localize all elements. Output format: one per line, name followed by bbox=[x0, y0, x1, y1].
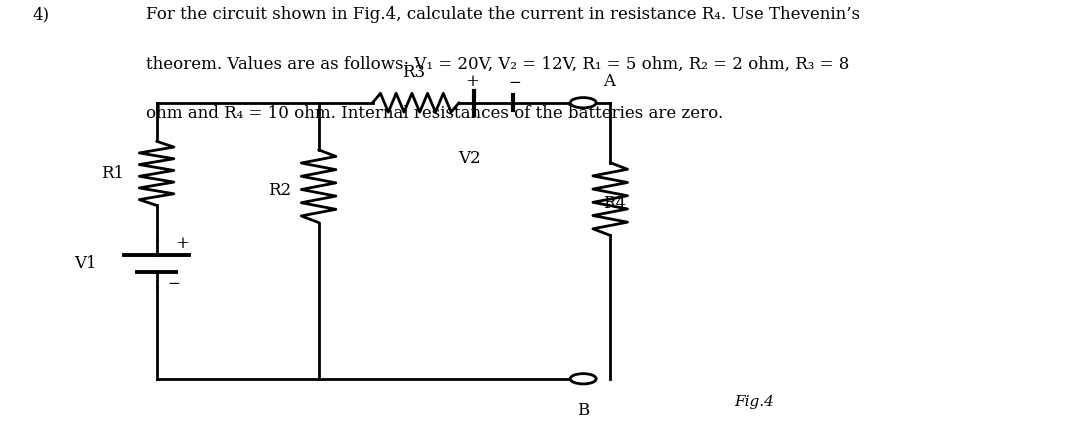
Text: −: − bbox=[509, 76, 522, 90]
Text: ohm and R₄ = 10 ohm. Internal resistances of the batteries are zero.: ohm and R₄ = 10 ohm. Internal resistance… bbox=[146, 105, 723, 122]
Text: +: + bbox=[465, 73, 478, 90]
Text: R3: R3 bbox=[402, 64, 426, 81]
Text: +: + bbox=[175, 235, 189, 253]
Text: R4: R4 bbox=[603, 195, 625, 212]
Text: R1: R1 bbox=[102, 165, 124, 182]
Text: 4): 4) bbox=[32, 6, 50, 24]
Text: −: − bbox=[167, 277, 180, 291]
Text: R2: R2 bbox=[269, 182, 292, 199]
Text: theorem. Values are as follows: V₁ = 20V, V₂ = 12V, R₁ = 5 ohm, R₂ = 2 ohm, R₃ =: theorem. Values are as follows: V₁ = 20V… bbox=[146, 56, 849, 73]
Text: Fig.4: Fig.4 bbox=[734, 395, 774, 409]
Circle shape bbox=[570, 374, 596, 384]
Text: B: B bbox=[577, 402, 590, 419]
Text: V2: V2 bbox=[459, 150, 481, 167]
Text: A: A bbox=[603, 73, 615, 90]
Text: For the circuit shown in Fig.4, calculate the current in resistance R₄. Use Thev: For the circuit shown in Fig.4, calculat… bbox=[146, 6, 860, 24]
Text: V1: V1 bbox=[75, 255, 97, 272]
Circle shape bbox=[570, 98, 596, 108]
